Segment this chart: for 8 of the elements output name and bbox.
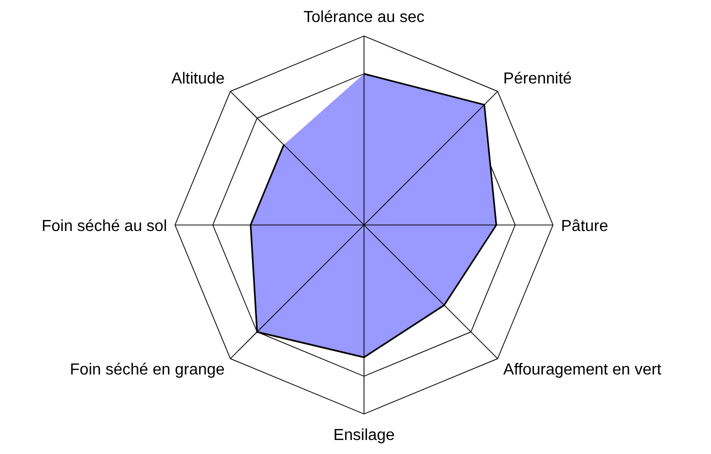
spoke-label: Ensilage — [333, 427, 395, 444]
spoke-label: Affouragement en vert — [503, 361, 662, 378]
spoke-label: Foin séché au sol — [42, 218, 167, 235]
spoke-label: Pâture — [561, 218, 608, 235]
spoke-label: Pérennité — [503, 70, 572, 88]
spoke-label: Tolérance au sec — [304, 9, 424, 26]
spoke-label: Foin séché en grange — [70, 361, 225, 378]
spoke-label: Altitude — [171, 70, 225, 88]
